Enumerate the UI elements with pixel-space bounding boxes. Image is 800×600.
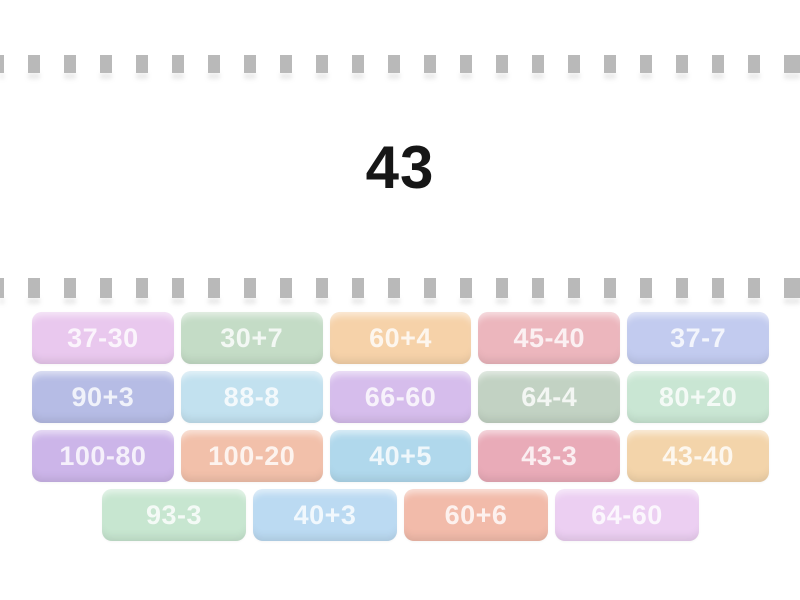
tile-board: 37-30 30+7 60+4 45-40 37-7 90+3 88-8 66-60 64-4 8… bbox=[32, 312, 769, 541]
tile-label: 45-40 bbox=[513, 322, 586, 353]
answer-tile[interactable]: 64-4 bbox=[478, 371, 621, 423]
tile-label: 100-80 bbox=[59, 440, 147, 471]
answer-tile[interactable]: 37-30 bbox=[32, 312, 174, 364]
answer-tile[interactable]: 93-3 bbox=[102, 489, 246, 541]
tile-row: 37-30 30+7 60+4 45-40 37-7 bbox=[32, 312, 769, 364]
tile-row: 93-3 40+3 60+6 64-60 bbox=[32, 489, 769, 541]
tile-label: 43-40 bbox=[662, 440, 734, 471]
prompt-number: 43 bbox=[365, 134, 435, 201]
tile-label: 88-8 bbox=[223, 381, 280, 412]
answer-tile[interactable]: 30+7 bbox=[180, 312, 323, 364]
tile-label: 90+3 bbox=[71, 381, 135, 412]
film-strip-top bbox=[0, 55, 800, 73]
answer-tile[interactable]: 60+4 bbox=[329, 312, 472, 364]
answer-tile[interactable]: 88-8 bbox=[180, 371, 323, 423]
tile-label: 64-4 bbox=[521, 381, 578, 412]
answer-tile[interactable]: 40+3 bbox=[253, 489, 397, 541]
tile-label: 40+5 bbox=[369, 440, 432, 471]
tile-label: 80+20 bbox=[658, 381, 738, 412]
tile-label: 100-20 bbox=[208, 440, 296, 471]
tile-row: 100-80 100-20 40+5 43-3 43-40 bbox=[32, 430, 769, 482]
tile-label: 93-3 bbox=[145, 499, 203, 530]
tile-label: 66-60 bbox=[364, 381, 437, 412]
tile-label: 30+7 bbox=[220, 322, 284, 353]
tile-label: 37-7 bbox=[670, 322, 727, 353]
tile-label: 60+6 bbox=[444, 499, 508, 530]
tile-label: 60+4 bbox=[369, 322, 432, 353]
tile-row: 90+3 88-8 66-60 64-4 80+20 bbox=[32, 371, 769, 423]
answer-tile[interactable]: 66-60 bbox=[329, 371, 472, 423]
answer-tile[interactable]: 100-20 bbox=[180, 430, 323, 482]
answer-tile[interactable]: 100-80 bbox=[32, 430, 174, 482]
tile-label: 64-60 bbox=[591, 499, 663, 530]
tile-label: 43-3 bbox=[521, 440, 578, 471]
tile-label: 37-30 bbox=[67, 322, 139, 353]
answer-tile[interactable]: 80+20 bbox=[627, 371, 769, 423]
answer-tile[interactable]: 43-40 bbox=[627, 430, 769, 482]
answer-tile[interactable]: 60+6 bbox=[404, 489, 548, 541]
film-strip-middle bbox=[0, 278, 800, 298]
answer-tile[interactable]: 45-40 bbox=[478, 312, 621, 364]
answer-tile[interactable]: 64-60 bbox=[555, 489, 699, 541]
tile-label: 40+3 bbox=[293, 499, 357, 530]
answer-tile[interactable]: 90+3 bbox=[32, 371, 174, 423]
answer-tile[interactable]: 43-3 bbox=[478, 430, 621, 482]
answer-tile[interactable]: 40+5 bbox=[329, 430, 472, 482]
answer-tile[interactable]: 37-7 bbox=[627, 312, 769, 364]
